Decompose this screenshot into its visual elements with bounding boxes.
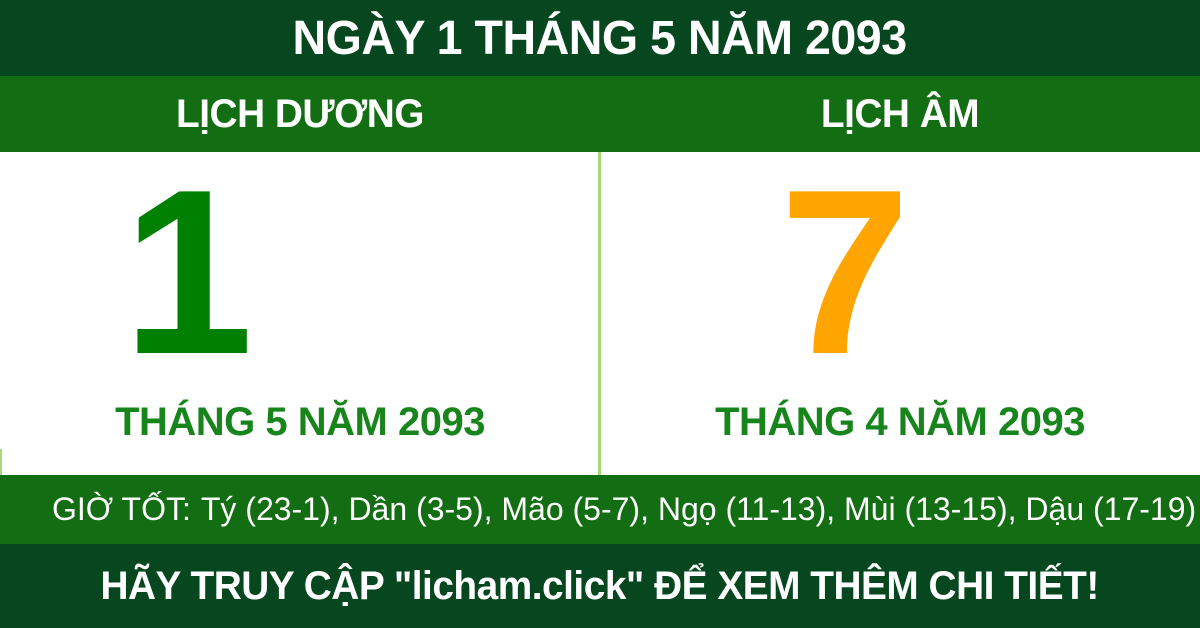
lunar-calendar-label: LỊCH ÂM [820,91,980,136]
left-edge-accent [0,449,2,475]
footer-bar: HÃY TRUY CẬP "licham.click" ĐỂ XEM THÊM … [0,544,1200,628]
good-hours-bar: GIỜ TỐT: Tý (23-1), Dần (3-5), Mão (5-7)… [0,475,1200,544]
lunar-month-label: THÁNG 4 NĂM 2093 [715,400,1085,444]
calendar-panel: 1 7 THÁNG 5 NĂM 2093 THÁNG 4 NĂM 2093 [0,152,1200,475]
column-divider [598,152,601,475]
solar-day-number: 1 [122,140,254,403]
page-title: NGÀY 1 THÁNG 5 NĂM 2093 [292,11,908,65]
header-bar: NGÀY 1 THÁNG 5 NĂM 2093 [0,0,1200,76]
solar-calendar-label: LỊCH DƯƠNG [176,91,424,136]
good-hours-label: GIỜ TỐT: [52,491,191,527]
solar-month-label: THÁNG 5 NĂM 2093 [115,400,485,444]
calendar-type-bar: LỊCH DƯƠNG LỊCH ÂM [0,76,1200,152]
good-hours-list: Tý (23-1), Dần (3-5), Mão (5-7), Ngọ (11… [200,491,1197,527]
footer-cta-text: HÃY TRUY CẬP "licham.click" ĐỂ XEM THÊM … [100,563,1100,608]
lunar-day-number: 7 [779,140,911,403]
